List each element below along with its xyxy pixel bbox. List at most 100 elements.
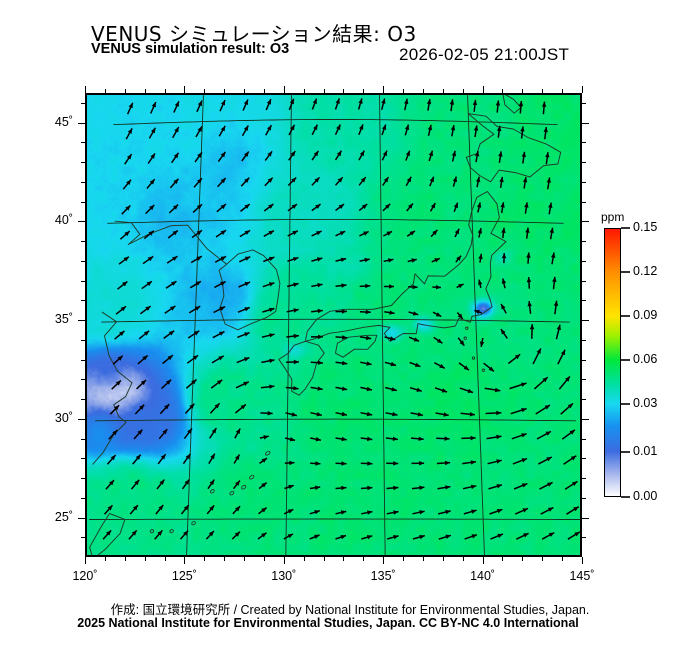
graticule-meridian — [467, 95, 485, 555]
wind-arrow-head — [496, 125, 502, 132]
wind-arrow-head — [367, 510, 373, 515]
wind-arrow-head — [567, 403, 573, 409]
wind-arrow-head — [235, 454, 240, 460]
wind-arrow-head — [457, 313, 463, 319]
axis-tick — [124, 89, 126, 93]
wind-arrow-head — [341, 436, 347, 442]
wind-arrow-head — [174, 101, 179, 107]
wind-arrow-head — [360, 177, 366, 183]
y-axis-label: 30˚ — [54, 410, 73, 425]
wind-arrow-head — [209, 505, 215, 511]
wind-arrow-head — [474, 309, 480, 315]
coastline-ryukyu-island — [241, 484, 247, 490]
axis-tick — [582, 280, 586, 282]
wind-arrow-head — [211, 428, 217, 434]
wind-arrow-head — [137, 429, 143, 435]
wind-arrow-head — [549, 227, 554, 233]
wind-arrow-head — [268, 230, 274, 235]
wind-arrow-head — [525, 227, 530, 233]
axis-tick — [542, 89, 544, 93]
wind-arrow-head — [337, 177, 343, 183]
wind-arrow-head — [529, 324, 535, 330]
wind-arrow-head — [409, 230, 415, 236]
wind-arrow-head — [266, 99, 271, 105]
axis-tick — [78, 320, 85, 322]
wind-arrow-head — [288, 484, 294, 490]
wind-arrow-head — [463, 365, 469, 371]
wind-arrow-head — [143, 330, 150, 336]
axis-tick — [184, 86, 186, 93]
wind-arrow-head — [269, 358, 275, 364]
wind-arrow-head — [413, 337, 420, 342]
wind-arrow-head — [261, 532, 267, 538]
wind-arrow-head — [499, 176, 504, 183]
coastline-honshu-pacific — [304, 191, 507, 342]
wind-arrow-head — [479, 341, 485, 347]
wind-arrow-head — [219, 331, 225, 336]
wind-arrow-head — [541, 101, 547, 107]
wind-arrow-head — [244, 151, 249, 157]
wind-arrow-head — [269, 307, 275, 312]
wind-arrow-head — [339, 231, 346, 236]
wind-arrow-head — [388, 258, 394, 263]
wind-arrow-head — [543, 127, 548, 133]
wind-arrow-head — [317, 283, 323, 288]
wind-arrow-head — [435, 312, 442, 317]
wind-arrow-head — [317, 308, 323, 314]
wind-arrow-head — [134, 479, 140, 486]
axis-tick — [81, 339, 85, 341]
wind-arrow-head — [359, 124, 364, 130]
colorbar-gradient — [604, 228, 621, 497]
coastline-ryukyu-island — [209, 489, 215, 494]
wind-arrow-head — [314, 534, 320, 539]
axis-tick — [422, 89, 424, 93]
axis-tick — [81, 399, 85, 401]
wind-arrow-head — [196, 256, 202, 261]
coastline-bohai — [114, 220, 228, 265]
axis-tick — [283, 86, 285, 93]
wind-arrow-head — [110, 455, 116, 461]
axis-tick — [582, 537, 586, 539]
wind-arrow-head — [522, 177, 528, 183]
x-axis-label: 125˚ — [171, 569, 197, 583]
axis-tick — [244, 89, 246, 93]
axis-tick — [562, 557, 564, 561]
wind-arrow-head — [293, 282, 299, 287]
wind-arrow-head — [341, 485, 347, 491]
axis-tick — [204, 557, 206, 561]
wind-arrow-head — [393, 461, 399, 466]
wind-arrow-head — [521, 408, 527, 413]
wind-arrow-head — [317, 360, 323, 365]
wind-arrow-head — [165, 379, 172, 385]
axis-tick — [85, 557, 86, 564]
axis-tick — [81, 260, 85, 262]
axis-tick — [582, 379, 586, 381]
wind-arrow-head — [244, 177, 250, 183]
wind-arrow-head — [389, 284, 394, 289]
coastline-izu-island — [465, 326, 469, 330]
axis-tick — [582, 517, 589, 519]
wind-arrow-head — [338, 204, 344, 209]
wind-arrow-head — [197, 152, 202, 158]
axis-tick — [403, 89, 405, 93]
wind-arrow-head — [495, 100, 501, 106]
wind-arrow-head — [115, 380, 121, 386]
wind-arrow-head — [385, 203, 391, 209]
wind-arrow-head — [341, 411, 347, 417]
graticule-parallel — [107, 218, 564, 224]
wind-arrow-head — [522, 508, 528, 513]
wind-arrow-head — [119, 331, 125, 336]
axis-tick — [263, 89, 265, 93]
axis-tick — [78, 122, 85, 124]
wind-arrow-head — [114, 405, 120, 411]
wind-arrow-head — [412, 311, 419, 316]
wind-arrow-head — [383, 177, 389, 183]
axis-tick — [442, 89, 444, 93]
wind-arrow-head — [157, 530, 163, 536]
wind-arrow-head — [122, 281, 128, 287]
wind-arrow-head — [547, 507, 554, 512]
wind-arrow-head — [419, 534, 425, 540]
wind-arrow-head — [126, 179, 131, 185]
wind-arrow-head — [546, 177, 551, 183]
wind-arrow-head — [514, 354, 521, 360]
